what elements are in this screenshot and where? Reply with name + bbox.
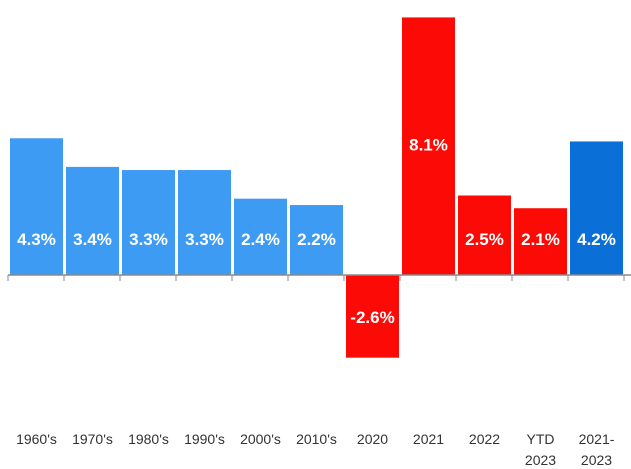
bar-4 <box>234 198 287 275</box>
category-label-10: 2021- <box>579 431 615 447</box>
bar-10 <box>570 141 623 275</box>
bar-2 <box>122 170 175 275</box>
bars-layer <box>10 17 623 358</box>
category-label-2: 1980's <box>128 431 169 447</box>
category-label-7: 2021 <box>413 431 444 447</box>
data-label-7: 8.1% <box>409 135 448 154</box>
data-label-10: 4.2% <box>577 230 616 249</box>
data-label-1: 3.4% <box>73 230 112 249</box>
category-label-0: 1960's <box>16 431 57 447</box>
category-label-3: 1990's <box>184 431 225 447</box>
data-label-9: 2.1% <box>521 230 560 249</box>
bar-3 <box>178 170 231 275</box>
data-labels-layer: 4.3% 3.4% 3.3% 3.3% 2.4% 2.2% -2.6% 8.1% 2.5% 2.1… <box>17 135 616 327</box>
axis-layer <box>7 274 631 281</box>
category-label-8: 2022 <box>469 431 500 447</box>
bar-1 <box>66 166 119 275</box>
bar-6 <box>346 275 399 358</box>
bar-7 <box>402 17 455 275</box>
bar-9 <box>514 208 567 275</box>
data-label-3: 3.3% <box>185 230 224 249</box>
category-label-9: YTD <box>527 431 555 447</box>
data-label-8: 2.5% <box>465 230 504 249</box>
category-labels-layer: 1960's 1970's 1980's 1990's 2000's 2010's 2020… <box>16 431 615 468</box>
bar-5 <box>290 205 343 275</box>
bar-0 <box>10 138 63 275</box>
data-label-5: 2.2% <box>297 230 336 249</box>
data-label-2: 3.3% <box>129 230 168 249</box>
bar-8 <box>458 195 511 275</box>
category-label-1: 1970's <box>72 431 113 447</box>
category-label-6: 2020 <box>357 431 388 447</box>
category-label-5: 2010's <box>296 431 337 447</box>
category-label-9-line2: 2023 <box>525 452 556 468</box>
category-label-4: 2000's <box>240 431 281 447</box>
category-label-10-line2: 2023 <box>581 452 612 468</box>
data-label-4: 2.4% <box>241 230 280 249</box>
data-label-6: -2.6% <box>350 308 394 327</box>
data-label-0: 4.3% <box>17 230 56 249</box>
